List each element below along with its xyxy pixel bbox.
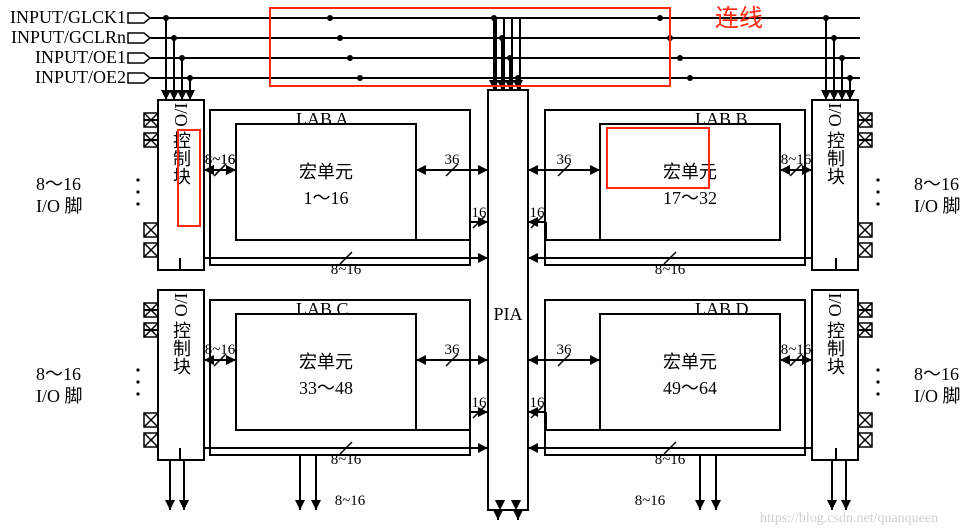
io-block-label: I/O 控制块 [171,103,191,186]
label: 16 [530,205,546,221]
io-block-label: I/O 控制块 [171,293,191,376]
macrocell-range: 1～16 [304,188,349,208]
io-count: 8～16 [36,174,81,194]
lab-inner [236,124,416,240]
junction [347,55,353,61]
bus-width: 36 [557,152,573,168]
bus-width: 8~16 [205,152,236,168]
lab-name: LAB C [296,299,349,319]
lab-name: LAB D [695,299,749,319]
highlight-label: 连线 [715,5,763,32]
macrocell-range: 17～32 [663,188,717,208]
bus-width: 8~16 [205,342,236,358]
lab-inner [600,124,780,240]
junction [337,35,343,41]
bus-width: 36 [445,342,461,358]
io-block-label: I/O 控制块 [825,103,845,186]
macrocell-range: 33～48 [299,378,353,398]
io-count: 8～16 [36,364,81,384]
bus-width: 8~16 [781,342,812,358]
label: 8~16 [331,262,362,278]
input-label: INPUT/GCLRn [11,27,126,47]
label: 8~16 [635,493,666,509]
lab-name: LAB B [695,109,748,129]
io-pin-label: I/O 脚 [914,196,961,216]
label: 8~16 [335,493,366,509]
macrocell-label: 宏单元 [299,352,353,372]
junction [677,55,683,61]
input-label: INPUT/OE1 [35,47,126,67]
pia-label: PIA [493,304,522,324]
bus-width: 36 [445,152,461,168]
junction [327,15,333,21]
lab-inner [236,314,416,430]
watermark: https://blog.csdn.net/quanqueen [760,511,938,526]
input-label: INPUT/GLCK1 [10,7,126,27]
junction [657,15,663,21]
io-count: 8～16 [914,174,959,194]
io-count: 8～16 [914,364,959,384]
junction [687,75,693,81]
label: 16 [530,395,546,411]
label: 8~16 [655,452,686,468]
bus-width: 36 [557,342,573,358]
lab-name: LAB A [296,109,349,129]
lab-inner [600,314,780,430]
label: 16 [472,205,488,221]
io-pin-label: I/O 脚 [914,386,961,406]
io-pin-label: I/O 脚 [36,386,83,406]
macrocell-label: 宏单元 [663,352,717,372]
macrocell-label: 宏单元 [299,162,353,182]
input-label: INPUT/OE2 [35,67,126,87]
label: 8~16 [655,262,686,278]
io-pin-label: I/O 脚 [36,196,83,216]
macrocell-range: 49～64 [663,378,717,398]
junction [357,75,363,81]
label: 16 [472,395,488,411]
io-block-label: I/O 控制块 [825,293,845,376]
label: 8~16 [331,452,362,468]
pia [488,90,528,510]
bus-width: 8~16 [781,152,812,168]
